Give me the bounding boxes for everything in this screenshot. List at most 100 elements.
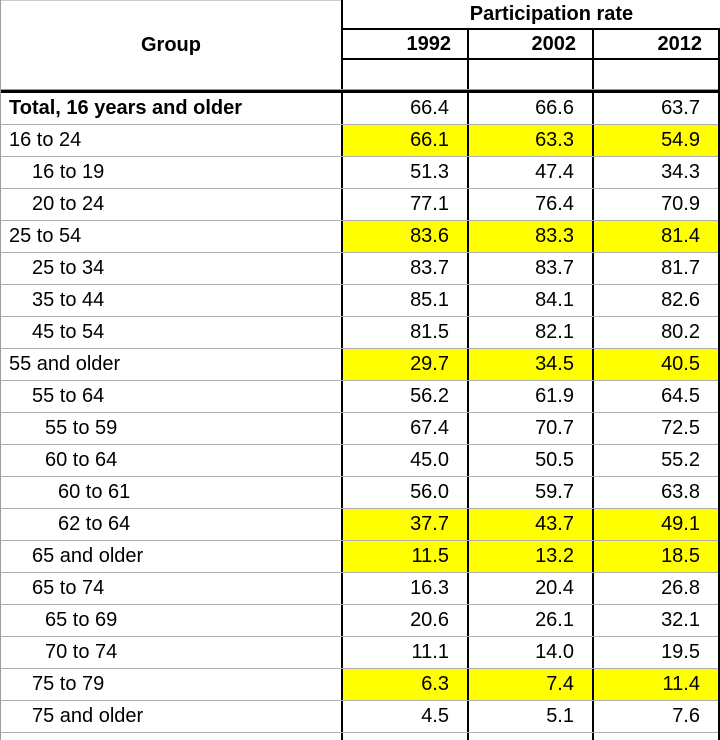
group-cell: 65 to 69 [45,609,118,631]
table-row: 65 to 74 16.3 20.4 26.8 [1,573,720,605]
value-cell: 6.3 [341,669,467,700]
empty-header-cell [592,60,718,89]
table-header: Group Participation rate 1992 2002 2012 [1,0,720,89]
group-cell: 75 to 79 [32,673,105,695]
value-cell: 66.6 [467,93,592,124]
value-cell: 18.5 [592,541,718,572]
value-cell: 11.4 [592,669,718,700]
value-cell: 47.4 [467,157,592,188]
group-cell: 75 and older [32,705,144,727]
group-cell: Total, 16 years and older [9,97,243,119]
partial-value-cell [467,733,592,740]
table-row: 75 to 79 6.3 7.4 11.4 [1,669,720,701]
value-cell: 19.5 [592,637,718,668]
value-cell: 54.9 [592,125,718,156]
table-body: Total, 16 years and older 66.4 66.6 63.7 16 … [1,93,720,733]
table-row: 75 and older 4.5 5.1 7.6 [1,701,720,733]
table-row: 70 to 74 11.1 14.0 19.5 [1,637,720,669]
group-cell: 20 to 24 [32,193,105,215]
value-cell: 70.7 [467,413,592,444]
value-cell: 72.5 [592,413,718,444]
value-cell: 66.1 [341,125,467,156]
value-cell: 14.0 [467,637,592,668]
value-cell: 51.3 [341,157,467,188]
value-cell: 82.6 [592,285,718,316]
group-cell: 25 to 54 [9,225,82,247]
value-cell: 84.1 [467,285,592,316]
value-cell: 5.1 [467,701,592,732]
value-cell: 26.8 [592,573,718,604]
value-cell: 56.0 [341,477,467,508]
value-cell: 20.6 [341,605,467,636]
group-cell: 62 to 64 [58,513,131,535]
group-cell: 25 to 34 [32,257,105,279]
header-empty-row [343,60,718,89]
group-cell: 60 to 64 [45,449,118,471]
value-cell: 63.7 [592,93,718,124]
value-cell: 4.5 [341,701,467,732]
table-row: 55 to 64 56.2 61.9 64.5 [1,381,720,413]
value-cell: 20.4 [467,573,592,604]
value-cell: 82.1 [467,317,592,348]
table-row: 60 to 64 45.0 50.5 55.2 [1,445,720,477]
header-divider [1,89,720,93]
table-row: 62 to 64 37.7 43.7 49.1 [1,509,720,541]
year-header-cell: 1992 [406,33,452,55]
partial-value-cell [341,733,467,740]
value-cell: 55.2 [592,445,718,476]
table-row: 55 and older 29.7 34.5 40.5 [1,349,720,381]
table-row: 45 to 54 81.5 82.1 80.2 [1,317,720,349]
group-cell: 55 and older [9,353,121,375]
value-cell: 32.1 [592,605,718,636]
value-cell: 56.2 [341,381,467,412]
value-cell: 26.1 [467,605,592,636]
value-cell: 67.4 [341,413,467,444]
table-row: 55 to 59 67.4 70.7 72.5 [1,413,720,445]
group-cell: 70 to 74 [45,641,118,663]
value-cell: 81.5 [341,317,467,348]
value-cell: 59.7 [467,477,592,508]
empty-header-cell [343,60,467,89]
value-cell: 80.2 [592,317,718,348]
value-cell: 7.6 [592,701,718,732]
value-cell: 29.7 [341,349,467,380]
group-cell: 45 to 54 [32,321,105,343]
table-row: 65 and older 11.5 13.2 18.5 [1,541,720,573]
value-cell: 45.0 [341,445,467,476]
table-row: 25 to 54 83.6 83.3 81.4 [1,221,720,253]
value-cell: 83.7 [467,253,592,284]
group-cell: 35 to 44 [32,289,105,311]
group-cell: 16 to 24 [9,129,82,151]
group-cell: 60 to 61 [58,481,131,503]
value-cell: 43.7 [467,509,592,540]
value-cell: 61.9 [467,381,592,412]
group-cell: 55 to 59 [45,417,118,439]
partial-value-cell [592,733,718,740]
value-cell: 81.7 [592,253,718,284]
table-row: 25 to 34 83.7 83.7 81.7 [1,253,720,285]
group-cell: 55 to 64 [32,385,105,407]
partial-group-cell [1,733,341,740]
group-cell: 65 and older [32,545,144,567]
value-cell: 66.4 [341,93,467,124]
value-cell: 77.1 [341,189,467,220]
value-cell: 37.7 [341,509,467,540]
participation-rate-span-header: Participation rate [343,0,718,30]
value-cell: 63.3 [467,125,592,156]
group-column-header: Group [1,0,341,89]
value-cell: 50.5 [467,445,592,476]
value-cell: 11.5 [341,541,467,572]
participation-header-block: Participation rate 1992 2002 2012 [341,0,718,89]
value-cell: 63.8 [592,477,718,508]
value-cell: 34.5 [467,349,592,380]
partial-bottom-row [1,733,720,740]
table-right-border [718,28,720,740]
value-cell: 83.7 [341,253,467,284]
year-header-cell: 2012 [592,30,718,58]
table-row: 16 to 19 51.3 47.4 34.3 [1,157,720,189]
value-cell: 85.1 [341,285,467,316]
table-row: 35 to 44 85.1 84.1 82.6 [1,285,720,317]
value-cell: 64.5 [592,381,718,412]
value-cell: 83.6 [341,221,467,252]
group-cell: 65 to 74 [32,577,105,599]
